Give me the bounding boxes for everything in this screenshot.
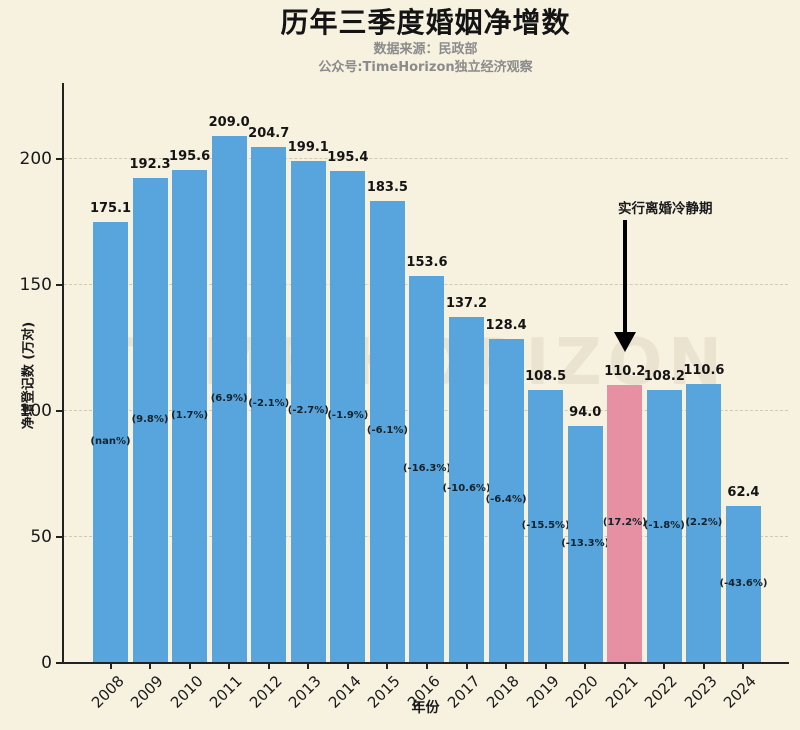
bar-2017 <box>449 317 485 663</box>
x-tick-mark <box>346 664 349 669</box>
bar-2013 <box>290 161 326 663</box>
gridline-200 <box>64 158 788 159</box>
x-tick-mark <box>663 664 666 669</box>
x-tick-mark <box>149 664 152 669</box>
bar-pct-label: (-13.3%) <box>561 537 610 549</box>
bar-2024 <box>725 506 761 663</box>
bar-2018 <box>488 339 524 663</box>
bar-value-label: 153.6 <box>406 255 448 270</box>
x-tick-mark <box>109 664 112 669</box>
y-tick-mark <box>56 158 62 160</box>
bar-pct-label: (-15.5%) <box>521 519 570 531</box>
bar-2011 <box>211 136 247 663</box>
x-axis-label: 年份 <box>411 700 440 716</box>
bar-pct-label: (1.7%) <box>171 409 209 421</box>
bar-pct-label: (9.8%) <box>131 413 169 425</box>
bar-pct-label: (-1.9%) <box>327 410 369 421</box>
chart-header: 历年三季度婚姻净增数 数据来源：民政部 公众号:TimeHorizon独立经济观… <box>63 6 788 76</box>
bar-pct-label: (-6.4%) <box>485 494 527 505</box>
x-tick-mark <box>267 664 270 669</box>
bar-2010 <box>172 170 208 663</box>
bar-value-label: 62.4 <box>727 485 760 500</box>
bar-value-label: 137.2 <box>445 296 488 311</box>
y-tick-mark <box>56 410 62 412</box>
bar-value-label: 175.1 <box>89 201 132 216</box>
x-tick-mark <box>386 664 389 669</box>
x-tick-mark <box>702 664 705 669</box>
bar-value-label: 110.2 <box>604 364 646 379</box>
bar-2022 <box>646 390 682 663</box>
x-tick-mark <box>228 664 231 669</box>
bar-pct-label: (-2.7%) <box>287 405 329 416</box>
x-tick-mark <box>584 664 587 669</box>
bar-value-label: 195.4 <box>327 150 369 165</box>
bar-value-label: 204.7 <box>248 126 290 141</box>
bar-value-label: 94.0 <box>569 405 602 420</box>
bar-2023 <box>686 384 722 663</box>
bar-value-label: 195.6 <box>169 149 211 164</box>
bar-pct-label: (-16.3%) <box>402 462 451 474</box>
y-tick-label: 0 <box>41 653 52 673</box>
chart-title: 历年三季度婚姻净增数 <box>280 6 571 39</box>
bar-pct-label: (-10.6%) <box>442 483 491 494</box>
annotation-arrow-head-icon <box>614 332 636 352</box>
bar-value-label: 209.0 <box>208 115 250 130</box>
y-tick-mark <box>56 284 62 286</box>
bar-value-label: 199.1 <box>287 140 329 155</box>
bar-value-label: 108.2 <box>643 369 685 384</box>
bar-2012 <box>251 147 287 663</box>
y-axis-label: 净增登记数 (万对) <box>21 321 37 430</box>
x-tick-mark <box>465 664 468 669</box>
x-tick-mark <box>623 664 626 669</box>
y-axis-spine <box>62 83 64 663</box>
y-tick-mark <box>56 662 62 664</box>
bar-2020 <box>567 426 603 663</box>
annotation-text: 实行离婚冷静期 <box>618 201 713 217</box>
bar-value-label: 108.5 <box>525 369 567 384</box>
chart-subtitle-account: 公众号:TimeHorizon独立经济观察 <box>318 60 533 75</box>
chart-subtitle-source: 数据来源：民政部 <box>373 42 478 57</box>
x-tick-mark <box>188 664 191 669</box>
bar-pct-label: (6.9%) <box>210 392 248 404</box>
y-tick-label: 200 <box>19 149 52 169</box>
bar-pct-label: (17.2%) <box>602 517 647 528</box>
bar-value-label: 183.5 <box>366 180 408 195</box>
bar-pct-label: (2.2%) <box>685 516 723 528</box>
bar-pct-label: (-2.1%) <box>248 398 290 409</box>
x-tick-mark <box>307 664 310 669</box>
y-tick-label: 100 <box>19 401 52 421</box>
bar-pct-label: (-6.1%) <box>366 425 408 436</box>
y-tick-mark <box>56 536 62 538</box>
x-tick-mark <box>505 664 508 669</box>
annotation-arrow-shaft <box>623 220 627 333</box>
bar-value-label: 110.6 <box>683 363 725 378</box>
bar-2008 <box>93 222 128 663</box>
bar-2021 <box>607 385 643 663</box>
bar-2016 <box>409 276 445 663</box>
y-tick-label: 50 <box>30 527 52 547</box>
x-tick-mark <box>544 664 547 669</box>
bar-pct-label: (nan%) <box>90 435 131 447</box>
x-axis-spine <box>62 662 789 664</box>
bar-2009 <box>132 178 168 663</box>
bar-pct-label: (-43.6%) <box>719 577 768 589</box>
bar-pct-label: (-1.8%) <box>643 519 685 531</box>
bar-value-label: 192.3 <box>129 157 171 172</box>
x-tick-mark <box>425 664 428 669</box>
bar-2015 <box>369 201 405 663</box>
bar-2014 <box>330 171 366 663</box>
x-tick-mark <box>742 664 745 669</box>
y-tick-label: 150 <box>19 275 52 295</box>
bar-2019 <box>528 390 564 663</box>
bar-value-label: 128.4 <box>485 318 527 333</box>
